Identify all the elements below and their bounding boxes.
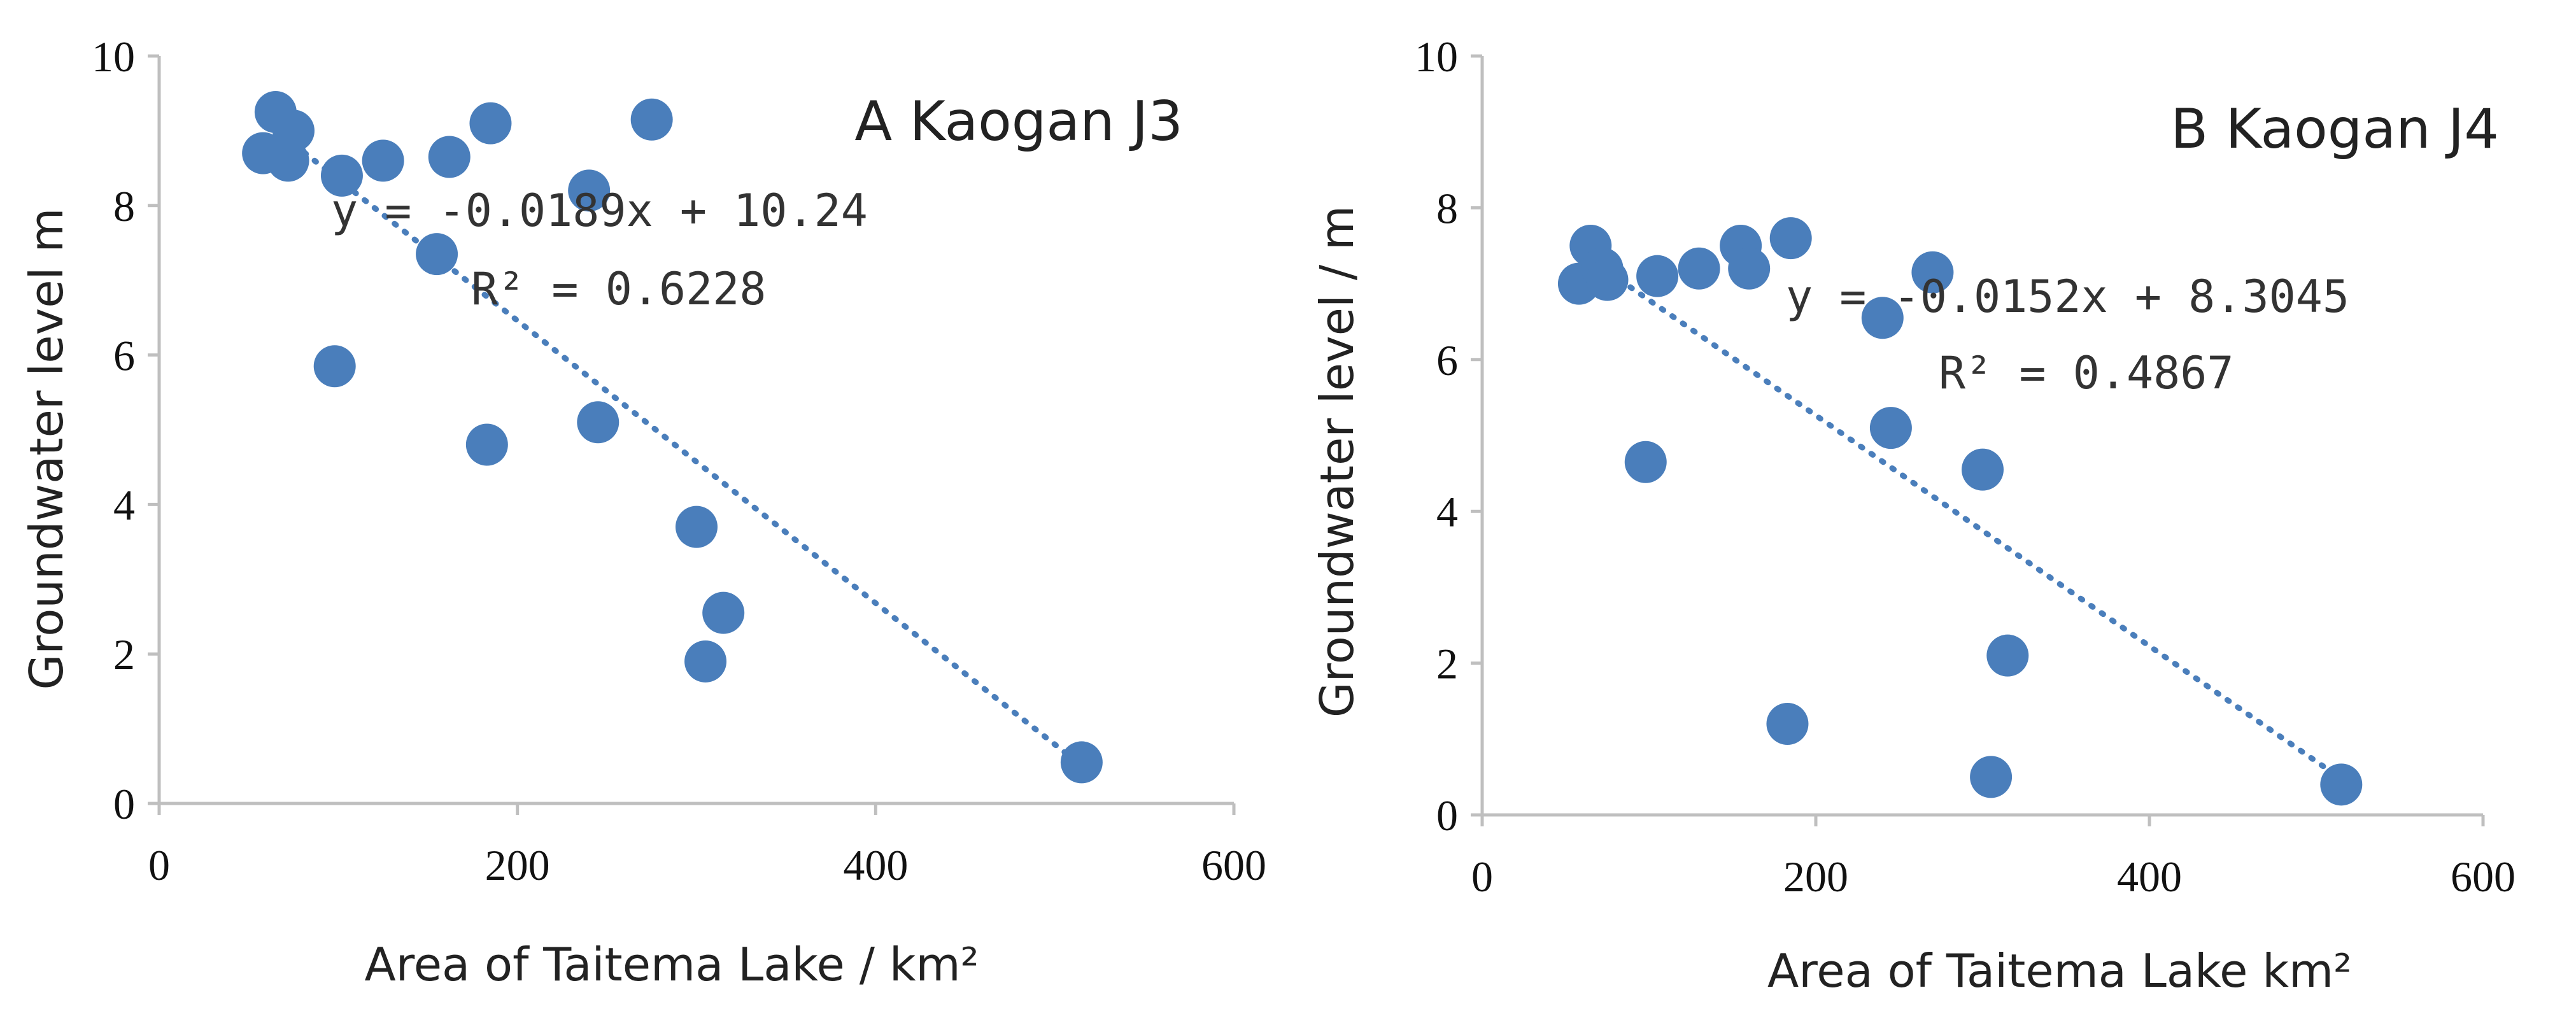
- chart-b-data-point: [1624, 441, 1667, 483]
- chart-b-r2: R² = 0.4867: [1939, 347, 2234, 399]
- chart-a-data-point: [320, 154, 363, 197]
- chart-a-data-point: [428, 136, 471, 178]
- chart-a-data-point: [676, 505, 718, 548]
- chart-a-data-point: [568, 169, 611, 212]
- chart-b-ylabel: Groundwater level / m: [1310, 206, 1364, 718]
- chart-b-y-tick-label: 8: [1436, 184, 1458, 232]
- chart-a-data-point: [684, 640, 727, 682]
- chart-b-x-tick-label: 400: [2117, 852, 2182, 901]
- chart-a: Groundwater level m Area of Taitema Lake…: [20, 32, 1266, 991]
- chart-b-x-tick-label: 600: [2451, 852, 2516, 901]
- chart-a-ylabel: Groundwater level m: [20, 208, 73, 689]
- chart-a-data-point: [416, 233, 458, 276]
- chart-a-y-tick-label: 10: [92, 32, 135, 81]
- chart-a-x-tick-label: 200: [485, 841, 550, 889]
- chart-a-data-point: [702, 591, 745, 634]
- chart-a-xlabel: Area of Taitema Lake / km²: [364, 938, 979, 991]
- chart-a-title: A Kaogan J3: [854, 90, 1183, 153]
- chart-b-xlabel: Area of Taitema Lake km²: [1767, 944, 2352, 998]
- chart-a-y-tick-label: 0: [113, 780, 135, 828]
- chart-a-y-tick-label: 2: [113, 630, 135, 679]
- chart-a-x-tick-label: 400: [843, 841, 908, 889]
- chart-b-data-point: [1728, 247, 1771, 290]
- chart-a-y-tick-label: 8: [113, 182, 135, 230]
- chart-a-data-point: [577, 401, 619, 444]
- chart-b-y-tick-label: 2: [1436, 640, 1458, 688]
- chart-b-trendline: [1596, 262, 2353, 788]
- chart-a-r2: R² = 0.6228: [471, 263, 767, 315]
- chart-a-y-tick-label: 4: [113, 481, 135, 529]
- chart-b-data-point: [1911, 251, 1954, 293]
- chart-b-data-point: [1986, 634, 2029, 677]
- chart-b: Groundwater level / m Area of Taitema La…: [1310, 32, 2516, 998]
- chart-b-data-point: [1586, 258, 1629, 301]
- chart-b-equation: y = -0.0152x + 8.3045: [1786, 271, 2349, 323]
- chart-b-y-tick-label: 10: [1415, 32, 1458, 81]
- chart-b-title: B Kaogan J4: [2170, 97, 2499, 161]
- chart-a-x-tick-label: 0: [148, 841, 170, 889]
- chart-b-data-point: [1766, 702, 1809, 745]
- chart-a-y-tick-label: 6: [113, 332, 135, 380]
- chart-a-data-point: [272, 110, 315, 152]
- chart-b-y-tick-label: 4: [1436, 488, 1458, 536]
- chart-b-data-point: [1636, 255, 1679, 297]
- chart-b-data-point: [1678, 247, 1720, 290]
- chart-a-equation: y = -0.0189x + 10.24: [331, 185, 868, 237]
- chart-b-data-point: [1769, 217, 1812, 260]
- chart-a-data-point: [1060, 741, 1103, 784]
- chart-a-data-point: [313, 345, 356, 388]
- chart-b-y-tick-label: 6: [1436, 336, 1458, 385]
- chart-a-x-tick-label: 600: [1201, 841, 1266, 889]
- chart-a-data-point: [465, 423, 508, 466]
- chart-b-y-tick-label: 0: [1436, 791, 1458, 840]
- chart-b-data-point: [2320, 763, 2363, 806]
- chart-b-data-point: [1962, 448, 2004, 491]
- chart-b-x-tick-label: 0: [1471, 852, 1493, 901]
- chart-b-x-tick-label: 200: [1783, 852, 1848, 901]
- chart-a-data-point: [630, 98, 673, 141]
- chart-b-data-point: [1869, 407, 1912, 449]
- chart-a-trendline: [281, 134, 1094, 776]
- chart-a-data-point: [469, 102, 512, 145]
- chart-b-data-point: [1861, 297, 1904, 339]
- chart-b-data-point: [1970, 756, 2013, 798]
- chart-a-data-point: [362, 139, 404, 182]
